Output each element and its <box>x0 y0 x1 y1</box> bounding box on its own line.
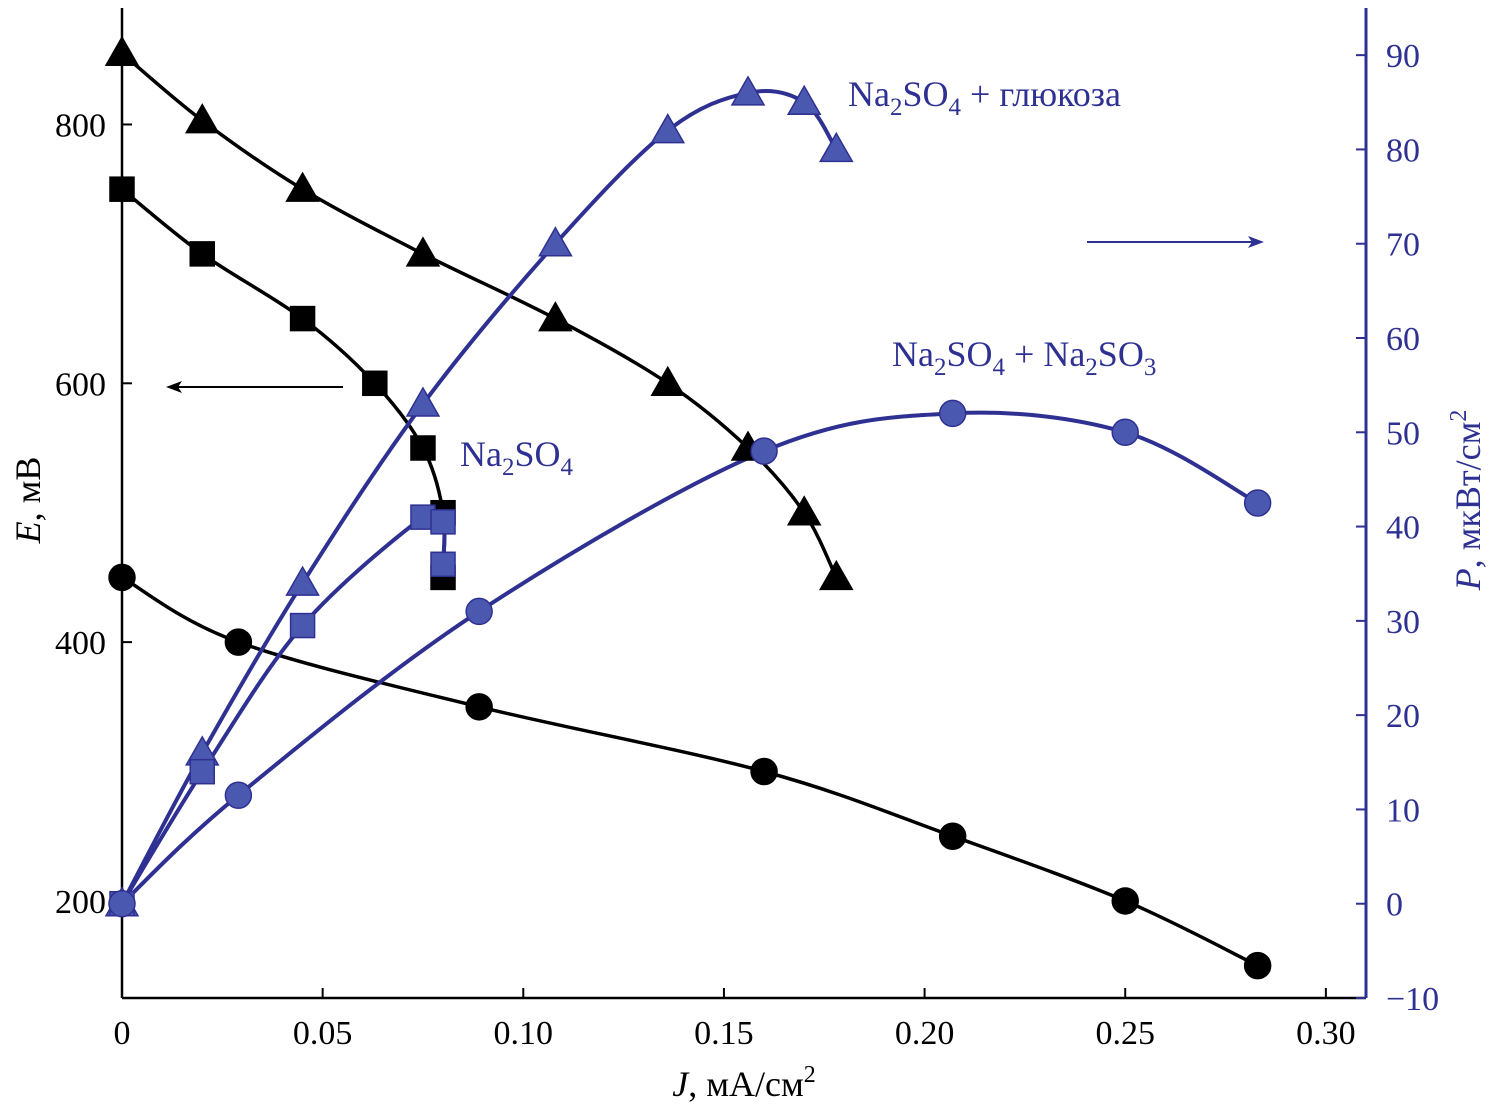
circle-marker <box>1243 489 1272 517</box>
right-tick-label: 70 <box>1386 227 1420 264</box>
circle-marker <box>224 781 253 810</box>
square-marker <box>430 509 456 535</box>
triangle-marker <box>650 113 686 144</box>
circle-marker <box>750 437 778 465</box>
triangle-marker <box>285 171 320 202</box>
series-line <box>120 506 447 905</box>
triangle-marker <box>786 84 822 116</box>
x-tick-label: 0.30 <box>1296 1015 1356 1052</box>
right-axis-label: P, мкВт/см2 <box>1446 410 1488 592</box>
left-tick-label: 600 <box>55 366 106 403</box>
annotation-glucose: Na2SO4 + глюкоза <box>848 74 1121 121</box>
series-line <box>120 89 838 905</box>
circle-marker <box>1111 887 1139 915</box>
annotation-sulfite: Na2SO4 + Na2SO3 <box>892 334 1156 381</box>
square-marker <box>289 612 316 639</box>
triangle-marker <box>405 236 441 267</box>
square-marker <box>189 758 216 785</box>
x-axis-ticks: 0 0.05 0.10 0.15 0.20 0.25 0.30 <box>114 988 1356 1052</box>
left-tick-label: 800 <box>55 107 106 144</box>
x-tick-label: 0 <box>114 1015 131 1052</box>
right-tick-label: 90 <box>1386 38 1420 75</box>
square-marker <box>109 176 135 202</box>
x-tick-label: 0.20 <box>895 1015 955 1052</box>
circle-marker <box>750 757 778 786</box>
triangle-marker <box>538 301 573 332</box>
x-tick-label: 0.10 <box>494 1015 554 1052</box>
circle-marker <box>1243 951 1272 980</box>
left-axis-label: E, мВ <box>8 457 48 545</box>
left-tick-label: 400 <box>55 625 106 662</box>
right-tick-label: −10 <box>1386 981 1439 1018</box>
square-marker <box>289 305 316 332</box>
series-line <box>120 51 838 579</box>
axes <box>120 8 1368 1000</box>
circle-marker <box>938 822 967 850</box>
circle-marker <box>938 399 967 428</box>
x-axis-label: J, мА/см2 <box>672 1062 816 1104</box>
triangle-marker <box>786 495 822 526</box>
circle-marker <box>1111 418 1139 447</box>
triangle-marker <box>538 226 573 257</box>
circle-marker <box>108 563 136 592</box>
right-tick-label: 50 <box>1386 415 1420 452</box>
right-tick-label: 80 <box>1386 132 1420 169</box>
left-axis-ticks: 200 400 600 800 <box>55 107 132 921</box>
right-tick-label: 20 <box>1386 698 1420 735</box>
right-tick-label: 30 <box>1386 604 1420 641</box>
right-tick-label: 40 <box>1386 510 1420 547</box>
right-tick-label: 0 <box>1386 887 1403 924</box>
square-marker <box>430 551 456 578</box>
circle-marker <box>108 889 136 918</box>
triangle-marker <box>650 365 686 397</box>
x-tick-label: 0.05 <box>293 1015 353 1052</box>
triangle-marker <box>730 75 766 106</box>
x-tick-label: 0.25 <box>1095 1015 1155 1052</box>
triangle-marker <box>285 565 320 596</box>
circle-marker <box>224 628 253 656</box>
triangle-marker <box>819 131 854 163</box>
circle-marker <box>465 597 493 626</box>
markers <box>104 35 1272 980</box>
x-tick-label: 0.15 <box>694 1015 754 1052</box>
triangle-marker <box>184 103 220 134</box>
triangle-marker <box>405 386 441 417</box>
square-marker <box>189 241 216 267</box>
annotation-sulfate: Na2SO4 <box>460 434 574 481</box>
circle-marker <box>465 693 493 721</box>
series-line <box>120 187 447 578</box>
square-marker <box>410 435 436 461</box>
right-axis-arrow <box>1087 236 1264 248</box>
right-axis-ticks: −10 0 10 20 30 40 50 60 70 80 90 <box>1356 38 1439 1018</box>
right-tick-label: 60 <box>1386 321 1420 358</box>
left-tick-label: 200 <box>55 884 106 921</box>
right-tick-label: 10 <box>1386 792 1420 829</box>
left-axis-arrow <box>166 381 343 393</box>
triangle-marker <box>104 35 140 67</box>
triangle-marker <box>819 559 854 591</box>
square-marker <box>362 370 388 397</box>
